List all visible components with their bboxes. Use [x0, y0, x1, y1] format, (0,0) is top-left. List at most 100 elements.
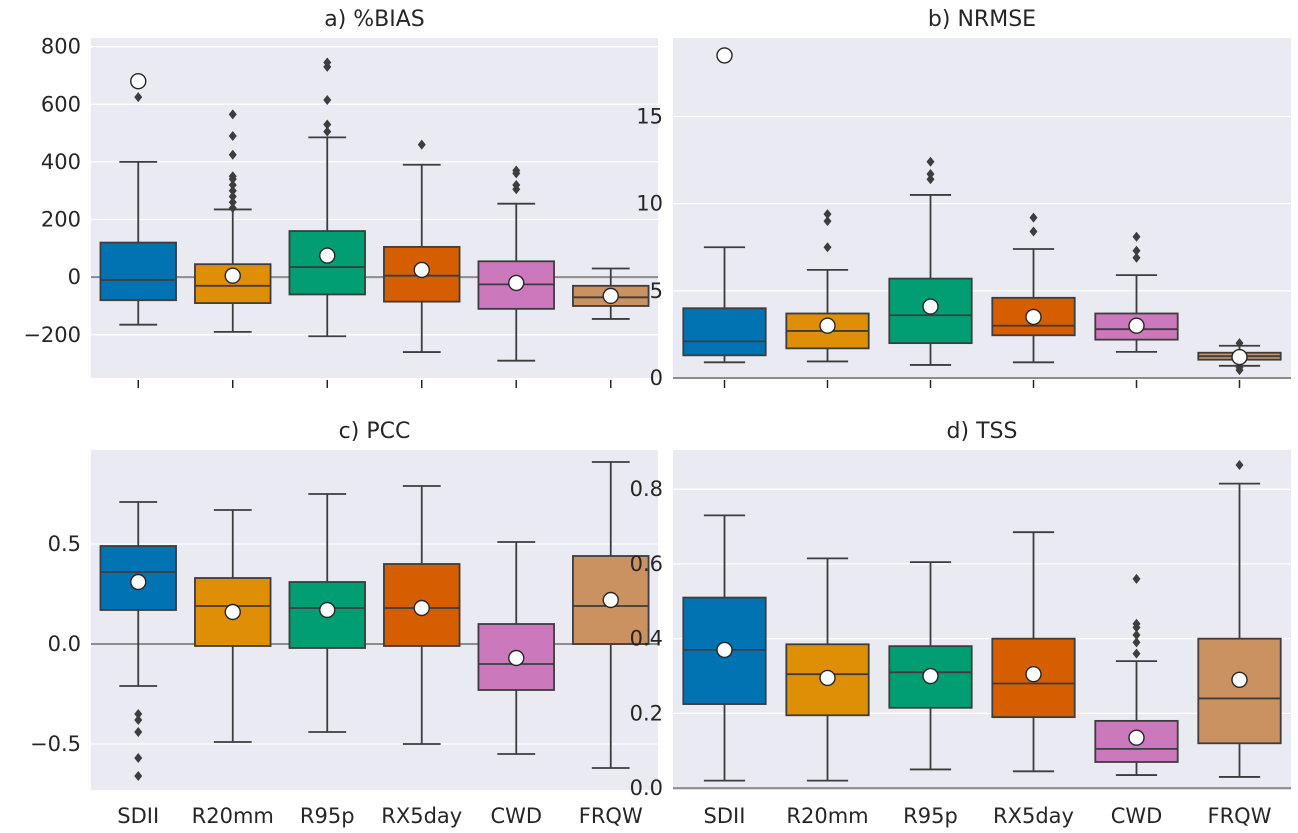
box-sdii [99, 73, 177, 326]
outlier-point [823, 242, 832, 253]
outlier-point [1235, 459, 1244, 470]
outlier-point [134, 715, 143, 725]
outlier-point [1132, 573, 1141, 584]
y-tick-label: −200 [23, 323, 81, 347]
plot-area [673, 450, 1291, 790]
outlier-point [1132, 629, 1141, 640]
mean-marker [130, 73, 147, 90]
mean-marker [1231, 671, 1248, 688]
outlier-point [1132, 637, 1141, 648]
y-tick-label: 0.2 [630, 701, 663, 725]
mean-marker [319, 247, 336, 264]
mean-marker [922, 667, 939, 685]
mean-marker [1128, 317, 1145, 334]
outlier-point [228, 197, 237, 208]
panel-title: a) %BIAS [324, 7, 425, 32]
panel-3: −0.5 0.0 0.5 c) PCC SDII R20mm R95p RX5day CWD FR… [30, 419, 658, 828]
plot-area [673, 38, 1291, 378]
category-label: CWD [490, 804, 542, 828]
box-r20mm [785, 209, 870, 363]
y-tick-label: −0.5 [30, 732, 81, 756]
plot-area [91, 38, 658, 378]
outlier-point [228, 179, 237, 190]
box-sdii [99, 501, 177, 781]
box-iqr [99, 241, 177, 302]
mean-marker [130, 573, 147, 591]
panel-title: d) TSS [947, 419, 1018, 444]
box-rx5day [383, 139, 461, 353]
y-tick-label: 400 [41, 150, 81, 174]
box-rx5day [383, 485, 461, 745]
box-sdii [682, 47, 767, 364]
outlier-point [228, 203, 237, 213]
outlier-point [323, 57, 332, 68]
mean-marker [819, 317, 836, 334]
category-label: CWD [1111, 804, 1163, 828]
box-frqw [572, 267, 650, 320]
y-tick-label: 600 [41, 92, 81, 116]
y-tick-label: 0.8 [630, 477, 663, 501]
mean-marker [602, 591, 619, 609]
outlier-point [134, 753, 143, 763]
panel-1: −200 0 200 400 600 800 a) %BIAS [23, 7, 658, 388]
plot-area [91, 450, 658, 790]
mean-marker [224, 267, 241, 284]
box-r95p [888, 156, 973, 366]
mean-marker [1025, 308, 1042, 326]
y-tick-label: 0 [650, 366, 663, 390]
box-r95p [288, 57, 366, 338]
outlier-point [1132, 252, 1141, 263]
mean-marker [413, 261, 430, 279]
category-label: SDII [117, 804, 159, 828]
box-cwd [477, 541, 555, 755]
box-cwd [1094, 231, 1179, 353]
y-tick-label: 0.6 [630, 552, 663, 576]
box-r20mm [785, 557, 870, 782]
outlier-point [228, 171, 237, 182]
panel-4: 0.0 0.2 0.4 0.6 0.8 d) TSS SDII R20mm R95p RX5day… [630, 419, 1291, 828]
y-tick-label: 15 [636, 104, 663, 128]
outlier-point [512, 165, 521, 176]
y-tick-label: 10 [636, 192, 663, 216]
box-iqr [288, 581, 366, 649]
outlier-point [134, 709, 143, 719]
outlier-point [1235, 338, 1244, 349]
y-tick-label: 800 [41, 35, 81, 59]
mean-marker [1025, 665, 1042, 683]
outlier-point [134, 727, 143, 737]
category-label: R95p [903, 804, 958, 828]
category-label: R20mm [192, 804, 274, 828]
outlier-point [823, 216, 832, 227]
box-cwd [477, 165, 555, 362]
category-label: FRQW [579, 804, 643, 828]
y-tick-label: 0.5 [48, 532, 81, 556]
y-tick-label: 0.0 [630, 776, 663, 800]
y-tick-label: 200 [41, 208, 81, 232]
outlier-point [926, 156, 935, 167]
outlier-point [1132, 245, 1141, 256]
outlier-point [1132, 648, 1141, 659]
outlier-point [323, 94, 332, 105]
outlier-point [1132, 231, 1141, 242]
outlier-point [323, 126, 332, 137]
box-iqr [682, 307, 767, 357]
box-rx5day [991, 212, 1076, 364]
mean-marker [508, 649, 525, 667]
box-r95p [288, 493, 366, 733]
category-label: R20mm [786, 804, 868, 828]
outlier-point [1235, 362, 1244, 373]
mean-marker [602, 287, 619, 305]
outlier-point [823, 209, 832, 220]
y-tick-label: 0.0 [48, 632, 81, 656]
y-tick-label: 0 [68, 265, 81, 289]
outlier-point [1029, 226, 1038, 237]
panel-title: c) PCC [339, 419, 411, 444]
box-frqw [1197, 338, 1282, 376]
outlier-point [134, 92, 143, 103]
outlier-point [228, 185, 237, 196]
category-label: R95p [300, 804, 355, 828]
category-label: RX5day [381, 804, 462, 828]
category-label: FRQW [1208, 804, 1272, 828]
box-sdii [682, 514, 767, 782]
box-cwd [1094, 573, 1179, 776]
